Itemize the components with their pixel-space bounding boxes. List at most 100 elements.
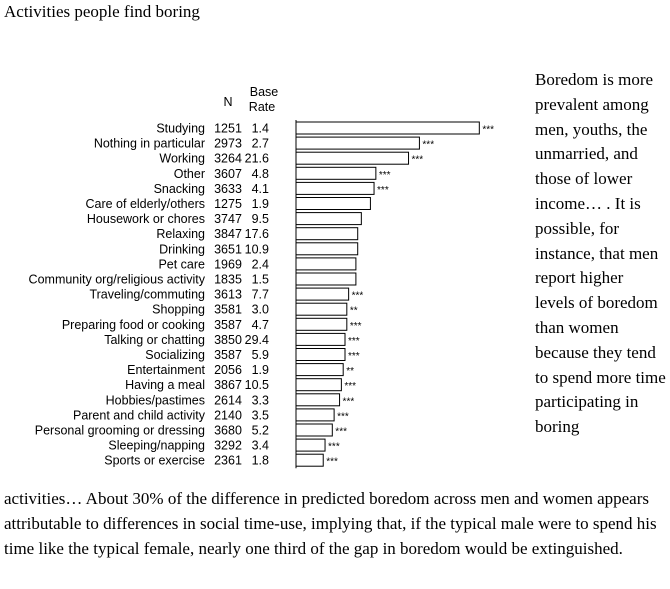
significance-marker: *** bbox=[337, 411, 349, 422]
category-label: Preparing food or cooking bbox=[62, 318, 205, 332]
category-label: Personal grooming or dressing bbox=[35, 424, 205, 438]
significance-marker: *** bbox=[379, 170, 391, 181]
bar bbox=[295, 257, 357, 271]
category-label: Relaxing bbox=[156, 227, 205, 241]
category-label: Socializing bbox=[145, 348, 205, 362]
bar bbox=[295, 242, 359, 256]
n-value: 3587 bbox=[214, 348, 242, 362]
bar bbox=[295, 423, 333, 437]
n-value: 3680 bbox=[214, 424, 242, 438]
category-label: Hobbies/pastimes bbox=[106, 393, 205, 407]
column-header-n: N bbox=[223, 95, 232, 109]
bar bbox=[295, 408, 335, 422]
category-label: Drinking bbox=[159, 242, 205, 256]
significance-marker: *** bbox=[348, 351, 360, 362]
significance-marker: *** bbox=[412, 155, 424, 166]
significance-marker: *** bbox=[482, 125, 494, 136]
base-rate-value: 1.4 bbox=[252, 122, 269, 136]
n-value: 3264 bbox=[214, 152, 242, 166]
n-value: 3581 bbox=[214, 303, 242, 317]
base-rate-value: 5.9 bbox=[252, 348, 269, 362]
page-title: Activities people find boring bbox=[4, 2, 200, 21]
bar bbox=[295, 363, 344, 377]
category-label: Sports or exercise bbox=[104, 454, 205, 468]
category-label: Care of elderly/others bbox=[85, 197, 205, 211]
n-value: 3847 bbox=[214, 227, 242, 241]
bar bbox=[295, 287, 350, 301]
category-label: Snacking bbox=[154, 182, 205, 196]
n-value: 1251 bbox=[214, 122, 242, 136]
significance-marker: *** bbox=[350, 321, 362, 332]
base-rate-value: 17.6 bbox=[245, 227, 269, 241]
base-rate-value: 4.7 bbox=[252, 318, 269, 332]
category-label: Having a meal bbox=[125, 378, 205, 392]
bar bbox=[295, 272, 357, 286]
base-rate-value: 4.8 bbox=[252, 167, 269, 181]
base-rate-value: 10.9 bbox=[245, 242, 269, 256]
base-rate-value: 1.9 bbox=[252, 363, 269, 377]
base-rate-value: 9.5 bbox=[252, 212, 269, 226]
category-label: Studying bbox=[156, 122, 205, 136]
n-value: 3607 bbox=[214, 167, 242, 181]
category-label: Working bbox=[159, 152, 205, 166]
n-value: 1275 bbox=[214, 197, 242, 211]
bar bbox=[295, 197, 371, 210]
n-value: 3587 bbox=[214, 318, 242, 332]
significance-marker: *** bbox=[326, 457, 338, 468]
bar bbox=[295, 151, 410, 165]
base-rate-value: 3.5 bbox=[252, 408, 269, 422]
n-value: 1835 bbox=[214, 273, 242, 287]
category-label: Other bbox=[174, 167, 205, 181]
significance-marker: *** bbox=[377, 185, 389, 196]
base-rate-value: 4.1 bbox=[252, 182, 269, 196]
base-rate-value: 7.7 bbox=[252, 288, 269, 302]
bar bbox=[295, 181, 375, 195]
category-label: Pet care bbox=[158, 257, 205, 271]
bar bbox=[295, 317, 348, 331]
bar bbox=[295, 302, 348, 316]
bar bbox=[295, 212, 362, 226]
bar bbox=[295, 136, 420, 150]
category-label: Traveling/commuting bbox=[89, 288, 205, 302]
significance-marker: *** bbox=[422, 140, 434, 151]
base-rate-value: 21.6 bbox=[245, 152, 269, 166]
category-label: Entertainment bbox=[127, 363, 205, 377]
bar bbox=[295, 121, 480, 135]
base-rate-value: 1.9 bbox=[252, 197, 269, 211]
significance-marker: *** bbox=[344, 381, 356, 392]
significance-marker: *** bbox=[335, 427, 347, 438]
column-header-base: Base bbox=[250, 85, 279, 99]
bar bbox=[295, 348, 346, 361]
significance-marker: *** bbox=[348, 336, 360, 347]
n-value: 2056 bbox=[214, 363, 242, 377]
n-value: 3747 bbox=[214, 212, 242, 226]
bar bbox=[295, 227, 359, 241]
category-label: Sleeping/napping bbox=[108, 439, 205, 453]
category-label: Housework or chores bbox=[87, 212, 205, 226]
bottom-paragraph: activities… About 30% of the difference … bbox=[4, 489, 657, 558]
category-label: Shopping bbox=[152, 303, 205, 317]
bar bbox=[295, 438, 326, 452]
significance-marker: *** bbox=[328, 442, 340, 453]
significance-marker: *** bbox=[352, 291, 364, 302]
n-value: 3867 bbox=[214, 378, 242, 392]
base-rate-value: 3.4 bbox=[252, 439, 269, 453]
base-rate-value: 1.5 bbox=[252, 273, 269, 287]
bar bbox=[295, 453, 324, 467]
n-value: 3633 bbox=[214, 182, 242, 196]
base-rate-value: 2.7 bbox=[252, 137, 269, 151]
bar bbox=[295, 166, 377, 180]
bar bbox=[295, 393, 341, 407]
column-header-rate: Rate bbox=[249, 100, 275, 114]
n-value: 2614 bbox=[214, 393, 242, 407]
significance-marker: ** bbox=[346, 366, 354, 377]
n-value: 2973 bbox=[214, 137, 242, 151]
category-label: Community org/religious activity bbox=[29, 273, 206, 287]
category-label: Nothing in particular bbox=[94, 137, 205, 151]
n-value: 3613 bbox=[214, 288, 242, 302]
base-rate-value: 3.0 bbox=[252, 303, 269, 317]
n-value: 3850 bbox=[214, 333, 242, 347]
base-rate-value: 2.4 bbox=[252, 257, 269, 271]
significance-marker: ** bbox=[350, 306, 358, 317]
